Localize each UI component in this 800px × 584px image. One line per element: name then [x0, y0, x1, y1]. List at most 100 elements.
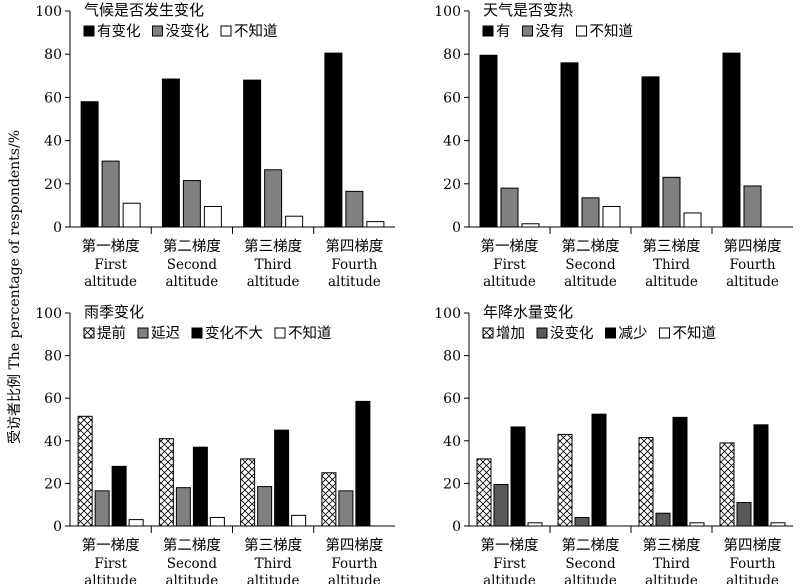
legend-label: 不知道 [288, 325, 332, 342]
y-tick-label: 80 [44, 47, 62, 63]
category-label-en: altitude [247, 274, 300, 290]
bar [560, 62, 579, 228]
bar [291, 514, 307, 527]
y-tick-label: 20 [44, 177, 62, 193]
legend-swatch [83, 327, 95, 339]
bar [638, 437, 654, 527]
bar [111, 465, 127, 527]
category-label-en: altitude [726, 274, 779, 290]
category-label-cn: 第一梯度 [82, 237, 140, 255]
y-tick-label: 40 [443, 134, 461, 150]
category-label-cn: 第四梯度 [724, 237, 782, 255]
category-label-cn: 第三梯度 [244, 536, 302, 554]
bar [94, 490, 110, 527]
bar [80, 101, 99, 228]
y-tick-label: 20 [443, 476, 461, 492]
bar [285, 215, 304, 228]
category-label-en: First [94, 257, 127, 273]
legend-swatch [482, 25, 494, 37]
legend: 有变化 没变化 不知道 [83, 23, 278, 40]
y-axis-label: 受访者比例 The percentage of respondents/% [7, 130, 23, 444]
category-label-en: altitude [84, 573, 137, 584]
category-label-en: Second [167, 556, 218, 572]
bar [182, 180, 201, 228]
bar [209, 516, 225, 527]
bar [683, 212, 702, 228]
bar [366, 221, 385, 228]
legend-label: 有 [496, 23, 511, 40]
bar [521, 223, 540, 228]
category-label-en: Third [653, 556, 690, 572]
category-label-cn: 第二梯度 [562, 536, 620, 554]
y-tick-label: 80 [443, 349, 461, 365]
chart-title: 天气是否变热 [483, 1, 573, 19]
y-tick-label: 100 [35, 4, 62, 20]
bar [175, 487, 191, 527]
legend: 提前 延迟 变化不大 不知道 [83, 325, 332, 342]
category-label-en: altitude [645, 573, 698, 584]
bar [338, 490, 354, 527]
bar [161, 78, 180, 228]
bar [101, 160, 120, 228]
bar [770, 522, 786, 527]
bar [602, 205, 621, 228]
bar [240, 458, 256, 527]
bar [591, 413, 607, 527]
y-tick-label: 60 [44, 90, 62, 106]
bar [655, 512, 671, 527]
bar [324, 52, 343, 228]
legend-swatch [482, 327, 494, 339]
bar [662, 176, 681, 228]
category-label-en: altitude [645, 274, 698, 290]
y-tick-label: 100 [434, 4, 461, 20]
category-label-en: altitude [564, 274, 617, 290]
category-label-en: altitude [165, 573, 218, 584]
bar [527, 522, 543, 527]
chart-panel-2: 020406080100第一梯度Firstaltitude第二梯度Seconda… [434, 1, 793, 290]
category-label-en: First [493, 556, 526, 572]
legend-swatch [605, 327, 616, 339]
y-tick-label: 0 [452, 220, 461, 236]
legend-label: 减少 [619, 325, 648, 342]
category-label-cn: 第一梯度 [481, 536, 539, 554]
legend-label: 没变化 [166, 23, 210, 40]
y-tick-label: 0 [53, 220, 62, 236]
legend-label: 有变化 [97, 23, 141, 40]
bar [243, 79, 262, 228]
category-label-en: Second [167, 257, 218, 273]
category-label-en: Second [565, 257, 616, 273]
legend: 有 没有 不知道 [482, 23, 634, 40]
bar [557, 433, 573, 527]
legend-label: 没有 [536, 23, 565, 40]
y-tick-label: 20 [44, 476, 62, 492]
category-label-en: Fourth [729, 257, 775, 273]
legend-swatch [137, 327, 149, 339]
y-tick-label: 60 [44, 391, 62, 407]
legend-swatch [522, 25, 533, 37]
y-tick-label: 0 [53, 519, 62, 535]
bar [500, 187, 519, 228]
category-label-en: altitude [328, 573, 381, 584]
y-tick-label: 100 [434, 306, 461, 322]
chart-panel-3: 020406080100第一梯度Firstaltitude第二梯度Seconda… [35, 303, 395, 584]
legend-label: 提前 [97, 325, 126, 342]
legend-swatch [274, 327, 286, 339]
bar [722, 52, 741, 228]
legend-label: 没变化 [550, 325, 594, 342]
category-label-cn: 第二梯度 [562, 237, 620, 255]
bar [641, 76, 660, 228]
bar [128, 519, 144, 527]
bar [321, 472, 337, 527]
legend-label: 不知道 [590, 23, 634, 40]
category-label-en: altitude [328, 274, 381, 290]
legend-label: 不知道 [673, 325, 717, 342]
legend-swatch [659, 327, 670, 339]
category-label-en: Second [565, 556, 616, 572]
category-label-en: Fourth [729, 556, 775, 572]
category-label-en: Fourth [331, 257, 377, 273]
y-tick-label: 40 [44, 134, 62, 150]
chart-panel-1: 020406080100第一梯度Firstaltitude第二梯度Seconda… [35, 1, 395, 290]
legend-swatch [536, 327, 548, 339]
bar [257, 486, 273, 527]
category-label-en: Fourth [331, 556, 377, 572]
